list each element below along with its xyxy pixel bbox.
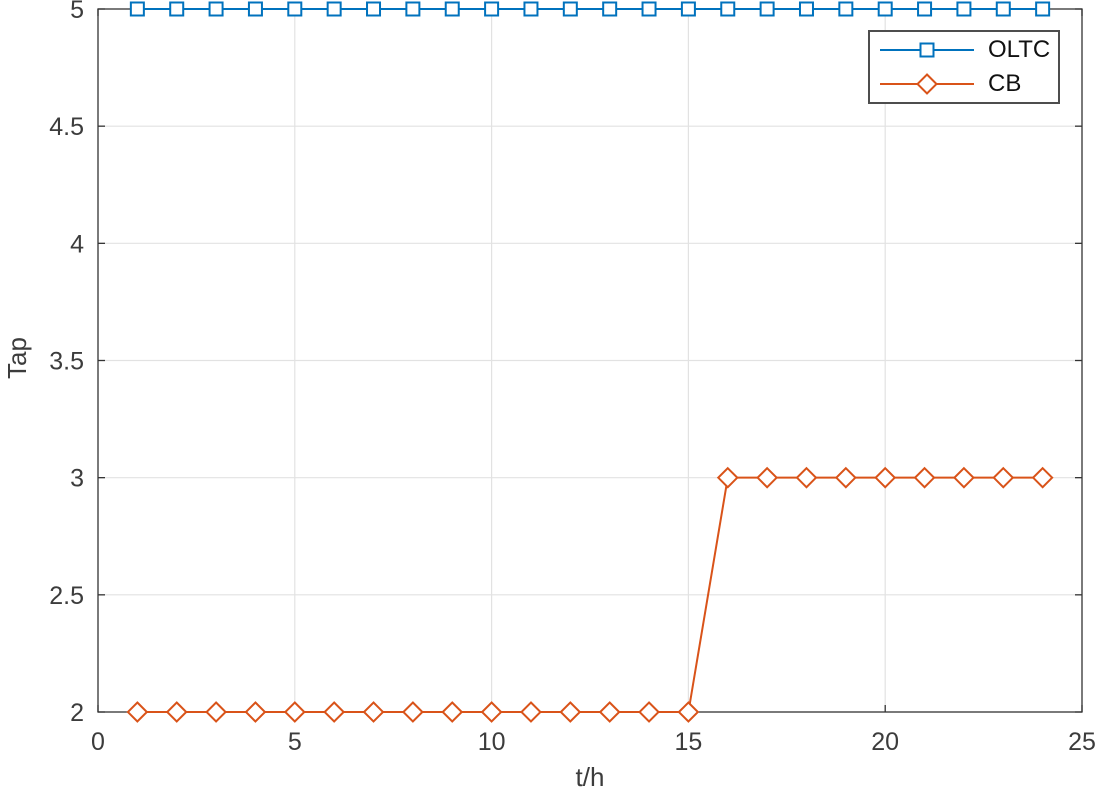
- square-marker-icon: [287, 1, 303, 17]
- x-axis-label: t/h: [575, 762, 605, 792]
- diamond-marker-icon: [598, 701, 621, 723]
- diamond-marker-icon: [795, 466, 818, 489]
- diamond-marker-icon: [1031, 466, 1054, 489]
- diamond-marker-icon: [441, 701, 464, 723]
- diamond-marker-icon: [244, 701, 267, 723]
- series-oltc: [129, 1, 1051, 17]
- diamond-marker-icon: [559, 701, 582, 723]
- square-marker-icon: [208, 1, 224, 17]
- x-tick-label: 0: [91, 728, 105, 756]
- square-marker-icon: [917, 1, 933, 17]
- square-marker-icon: [366, 1, 382, 17]
- y-axis-label: Tap: [2, 337, 32, 379]
- square-marker-icon: [680, 1, 696, 17]
- square-marker-icon: [326, 1, 342, 17]
- square-marker-icon: [759, 1, 775, 17]
- diamond-marker-icon: [520, 701, 542, 723]
- square-marker-icon: [919, 42, 935, 58]
- diamond-marker-icon: [913, 466, 936, 489]
- x-tick-labels: 0 5 10 15 20 25: [91, 728, 1096, 756]
- square-marker-icon: [444, 1, 460, 17]
- square-marker-icon: [956, 1, 972, 17]
- square-marker-icon: [1035, 1, 1051, 17]
- diamond-marker-icon: [165, 701, 188, 723]
- diamond-marker-icon: [323, 701, 346, 723]
- square-marker-icon: [720, 1, 736, 17]
- diamond-marker-icon: [126, 701, 149, 723]
- oltc-line-sample-icon: [880, 42, 974, 58]
- diamond-marker-icon: [916, 73, 938, 95]
- y-tick-labels: 2 2.5 3 3.5 4 4.5 5: [49, 0, 84, 727]
- square-marker-icon: [995, 1, 1011, 17]
- diamond-marker-icon: [480, 701, 503, 723]
- square-marker-icon: [484, 1, 500, 17]
- y-tick-label: 5: [70, 0, 84, 24]
- square-marker-icon: [405, 1, 421, 17]
- legend-item-oltc: OLTC: [870, 34, 1058, 66]
- diamond-marker-icon: [362, 701, 385, 723]
- legend-label-cb: CB: [988, 70, 1022, 97]
- square-marker-icon: [877, 1, 893, 17]
- x-tick-label: 20: [871, 728, 899, 756]
- y-tick-label: 4: [70, 230, 84, 258]
- y-tick-label: 4.5: [49, 113, 84, 141]
- diamond-marker-icon: [756, 466, 779, 489]
- square-marker-icon: [641, 1, 657, 17]
- diamond-marker-icon: [992, 466, 1015, 489]
- legend: OLTC CB: [868, 30, 1060, 104]
- series-cb: [126, 466, 1054, 723]
- diamond-marker-icon: [283, 701, 306, 723]
- diamond-marker-icon: [205, 701, 227, 723]
- y-tick-label: 3.5: [49, 348, 84, 376]
- diamond-marker-icon: [677, 701, 700, 723]
- x-tick-label: 10: [478, 728, 506, 756]
- square-marker-icon: [562, 1, 578, 17]
- diamond-marker-icon: [716, 466, 739, 489]
- square-marker-icon: [838, 1, 854, 17]
- diamond-marker-icon: [401, 701, 424, 723]
- legend-label-oltc: OLTC: [988, 36, 1051, 63]
- square-marker-icon: [247, 1, 263, 17]
- legend-item-cb: CB: [870, 68, 1058, 100]
- x-tick-label: 15: [674, 728, 702, 756]
- diamond-marker-icon: [834, 466, 857, 489]
- square-marker-icon: [798, 1, 814, 17]
- x-tick-label: 5: [288, 728, 302, 756]
- y-tick-label: 3: [70, 465, 84, 493]
- square-marker-icon: [169, 1, 185, 17]
- y-tick-label: 2.5: [49, 582, 84, 610]
- cb-line-sample-icon: [880, 73, 974, 95]
- square-marker-icon: [523, 1, 539, 17]
- square-marker-icon: [602, 1, 618, 17]
- y-tick-label: 2: [70, 699, 84, 727]
- diamond-marker-icon: [638, 701, 660, 723]
- x-tick-label: 25: [1068, 728, 1096, 756]
- diamond-marker-icon: [874, 466, 897, 489]
- diamond-marker-icon: [953, 466, 975, 489]
- square-marker-icon: [129, 1, 145, 17]
